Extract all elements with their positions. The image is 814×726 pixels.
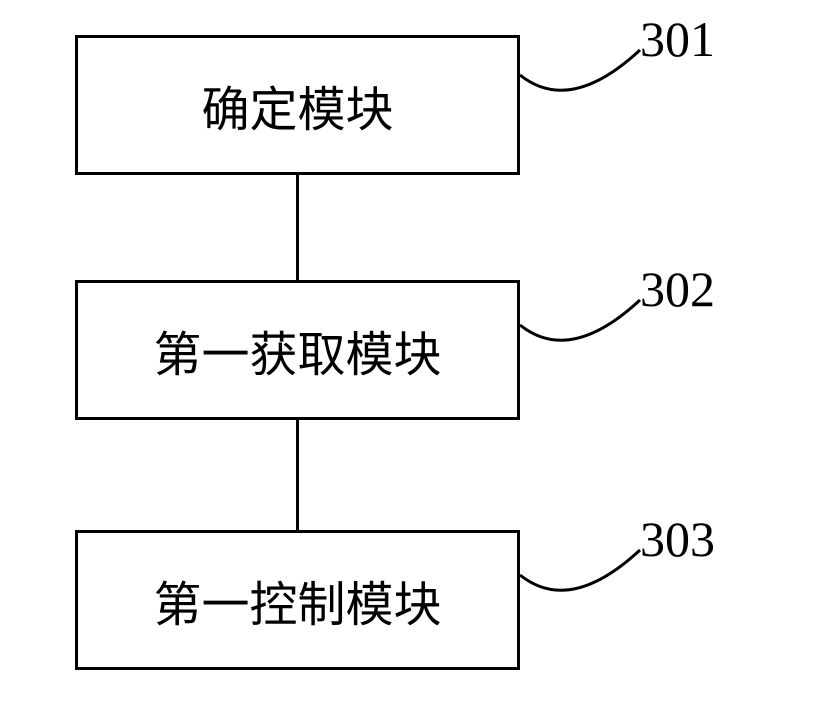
- leader-line-3: [520, 530, 650, 620]
- annotation-label-3: 303: [640, 510, 715, 568]
- node-box-1: 确定模块: [75, 35, 520, 175]
- node-box-3: 第一控制模块: [75, 530, 520, 670]
- connector-1-2: [296, 175, 299, 280]
- node-label-1: 确定模块: [201, 70, 393, 140]
- connector-2-3: [296, 420, 299, 530]
- node-label-2: 第一获取模块: [153, 315, 441, 385]
- annotation-label-1: 301: [640, 10, 715, 68]
- node-label-3: 第一控制模块: [153, 565, 441, 635]
- leader-line-2: [520, 280, 650, 370]
- node-box-2: 第一获取模块: [75, 280, 520, 420]
- flowchart-diagram: 确定模块 第一获取模块 第一控制模块 301 302 303: [0, 0, 814, 726]
- leader-line-1: [520, 30, 650, 120]
- annotation-label-2: 302: [640, 260, 715, 318]
